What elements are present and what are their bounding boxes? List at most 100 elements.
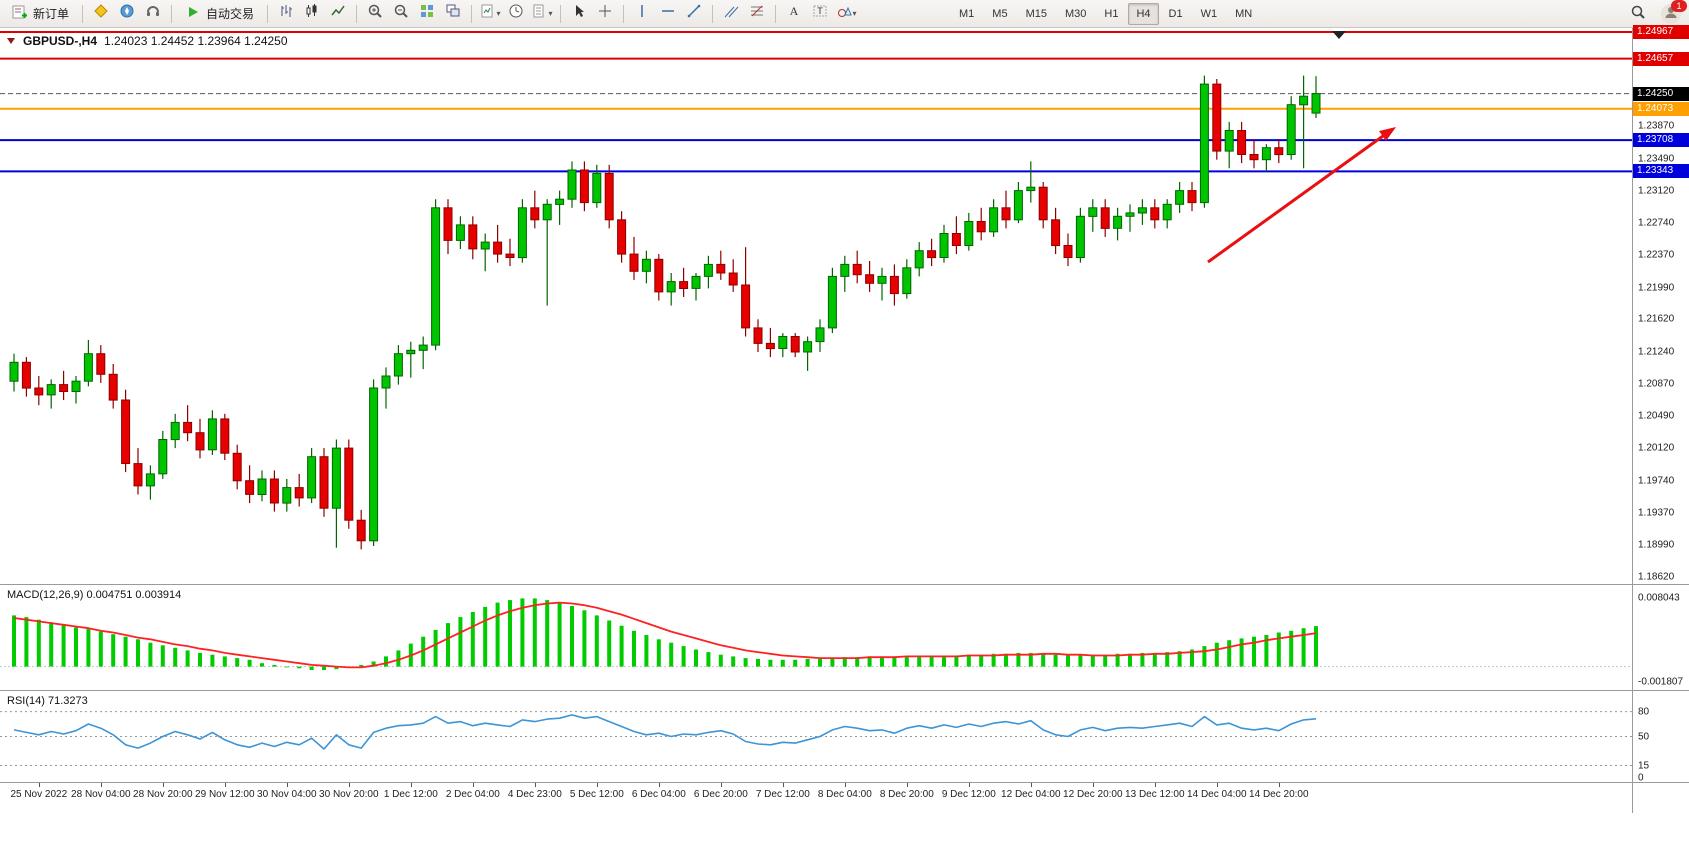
svg-text:T: T [817, 6, 823, 16]
hline-price-label: 1.23343 [1633, 164, 1689, 179]
horizontal-line-button[interactable] [656, 2, 680, 26]
time-label: 4 Dec 23:00 [507, 789, 562, 800]
price-tick-label: 1.20120 [1638, 442, 1675, 454]
rsi-panel[interactable]: RSI(14) 71.3273 80 50 15 0 [0, 691, 1689, 784]
chart-symbol-timeframe: GBPUSD-,H4 [23, 34, 98, 48]
dropdown-caret: ▾ [548, 9, 553, 18]
time-label: 6 Dec 04:00 [631, 789, 686, 800]
crosshair-icon [597, 3, 613, 24]
text-label-button[interactable]: T [808, 2, 832, 26]
timeframe-w1-button[interactable]: W1 [1200, 8, 1218, 20]
chart-shift-marker [1332, 31, 1346, 39]
new-order-button[interactable]: 新订单 [5, 2, 76, 26]
rsi-axis[interactable]: 80 50 15 0 [1632, 691, 1689, 784]
symbol-marker-icon [7, 34, 16, 48]
time-tick [906, 783, 908, 787]
time-label: 30 Nov 20:00 [319, 789, 379, 800]
timeframe-h4-button[interactable]: H4 [1128, 3, 1159, 25]
bar-chart-button[interactable] [274, 2, 298, 26]
cursor-button[interactable] [567, 2, 591, 26]
tile-windows-button[interactable] [415, 2, 439, 26]
time-tick [782, 783, 784, 787]
hlines-group[interactable] [0, 31, 1632, 173]
zoom-in-button[interactable] [363, 2, 387, 26]
terminal-button[interactable] [141, 2, 165, 26]
time-label: 14 Dec 20:00 [1249, 789, 1309, 800]
time-tick [1278, 783, 1280, 787]
navigator-button[interactable] [115, 2, 139, 26]
main-chart-canvas[interactable] [0, 28, 1632, 584]
template-icon [532, 3, 548, 24]
time-tick [472, 783, 474, 787]
main-chart-panel[interactable]: GBPUSD-,H4 1.24023 1.24452 1.23964 1.242… [0, 25, 1689, 585]
trendline-icon [686, 3, 702, 24]
time-axis-corner [1632, 783, 1689, 813]
toolbar-separator [267, 4, 269, 23]
new-chart-button[interactable]: ▾ [478, 2, 502, 26]
toolbar-separator [471, 4, 473, 23]
text-button[interactable]: A [782, 2, 806, 26]
time-tick [162, 783, 164, 787]
search-button[interactable] [1626, 2, 1650, 26]
time-label: 28 Nov 04:00 [71, 789, 131, 800]
tile-windows-icon [419, 3, 435, 24]
time-label: 2 Dec 04:00 [445, 789, 500, 800]
equidistant-channel-button[interactable] [719, 2, 743, 26]
bar-chart-icon [278, 3, 294, 24]
timeframe-m30-button[interactable]: M30 [1064, 8, 1087, 20]
navigator-icon [119, 3, 135, 24]
time-axis[interactable]: 25 Nov 2022 28 Nov 04:00 28 Nov 20:00 29 No… [0, 783, 1689, 813]
timeframe-h1-button[interactable]: H1 [1104, 8, 1119, 20]
time-tick [658, 783, 660, 787]
crosshair-button[interactable] [593, 2, 617, 26]
cascade-windows-button[interactable] [441, 2, 465, 26]
notification-badge[interactable]: 1 [1671, 0, 1687, 12]
candles-series [9, 75, 1321, 550]
price-axis[interactable]: 1.23870 1.23490 1.23120 1.22740 1.22370 1.219… [1632, 25, 1689, 584]
candlestick-chart-button[interactable] [300, 2, 324, 26]
time-tick [534, 783, 536, 787]
timeframe-mn-button[interactable]: MN [1235, 8, 1253, 20]
fibonacci-button[interactable] [745, 2, 769, 26]
rsi-label: RSI(14) 71.3273 [7, 695, 88, 707]
zoom-out-button[interactable] [389, 2, 413, 26]
headset-icon [145, 3, 161, 24]
templates-button[interactable]: ▾ [530, 2, 554, 26]
macd-panel[interactable]: MACD(12,26,9) 0.004751 0.003914 0.008043… [0, 585, 1689, 691]
user-avatar[interactable]: 1 [1661, 0, 1687, 24]
time-label: 30 Nov 04:00 [257, 789, 317, 800]
fibonacci-icon [749, 3, 765, 24]
autotrading-button[interactable]: 自动交易 [178, 2, 261, 26]
svg-text:A: A [790, 4, 799, 18]
toolbar-separator [560, 4, 562, 23]
timeframe-d1-button[interactable]: D1 [1168, 8, 1183, 20]
clock-icon [508, 3, 524, 24]
timeframe-m15-button[interactable]: M15 [1025, 8, 1047, 20]
macd-label: MACD(12,26,9) 0.004751 0.003914 [7, 589, 182, 601]
shapes-button[interactable]: ▾ [834, 2, 858, 26]
toolbar-separator [356, 4, 358, 23]
price-tick-label: 1.21240 [1638, 346, 1675, 358]
macd-axis-max: 0.008043 [1638, 592, 1680, 604]
hline-price-label: 1.24967 [1633, 25, 1689, 39]
time-label: 6 Dec 20:00 [693, 789, 748, 800]
time-label: 8 Dec 04:00 [817, 789, 872, 800]
cascade-windows-icon [445, 3, 461, 24]
price-tick-label: 1.23490 [1638, 153, 1675, 165]
vertical-line-button[interactable] [630, 2, 654, 26]
macd-canvas[interactable] [0, 585, 1632, 690]
time-label: 14 Dec 04:00 [1187, 789, 1247, 800]
trend-arrow[interactable] [1207, 127, 1396, 264]
timeframe-m5-button[interactable]: M5 [992, 8, 1008, 20]
line-chart-button[interactable] [326, 2, 350, 26]
periods-button[interactable] [504, 2, 528, 26]
time-tick [596, 783, 598, 787]
price-tick-label: 1.22740 [1638, 217, 1675, 229]
trendline-button[interactable] [682, 2, 706, 26]
market-watch-button[interactable] [89, 2, 113, 26]
macd-axis[interactable]: 0.008043 -0.001807 [1632, 585, 1689, 690]
timeframe-m1-button[interactable]: M1 [959, 8, 975, 20]
rsi-canvas[interactable] [0, 691, 1632, 782]
time-tick [38, 783, 40, 787]
